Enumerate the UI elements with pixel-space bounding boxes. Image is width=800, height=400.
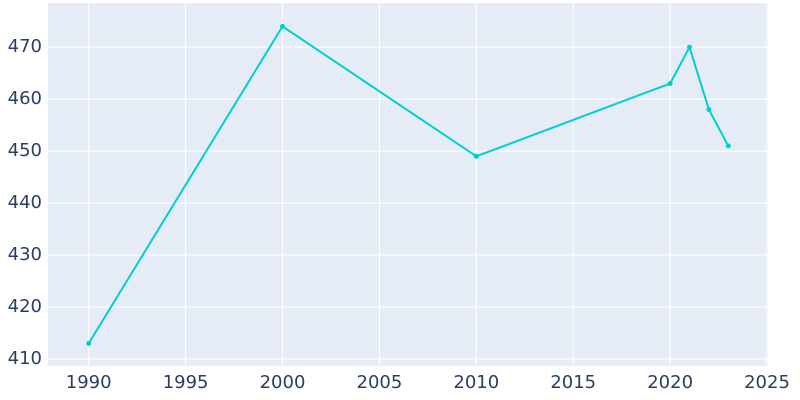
- plot-area: [48, 3, 768, 366]
- point: [706, 107, 712, 113]
- point: [280, 23, 286, 29]
- y-tick-label: 450: [8, 140, 42, 161]
- x-tick-label: 2010: [453, 372, 499, 393]
- x-tick-label: 1995: [163, 372, 209, 393]
- point: [667, 81, 673, 87]
- y-tick-label: 430: [8, 244, 42, 265]
- point: [473, 153, 479, 159]
- y-tick-label: 470: [8, 36, 42, 57]
- y-tick-label: 440: [8, 192, 42, 213]
- x-tick-label: 2025: [744, 372, 790, 393]
- y-tick-label: 410: [8, 348, 42, 369]
- x-tick-label: 2000: [260, 372, 306, 393]
- x-tick-label: 2020: [647, 372, 693, 393]
- point: [725, 143, 731, 149]
- y-tick-label: 420: [8, 296, 42, 317]
- x-tick-label: 2015: [550, 372, 596, 393]
- y-tick-label: 460: [8, 88, 42, 109]
- x-tick-label: 2005: [357, 372, 403, 393]
- point: [86, 340, 92, 346]
- point: [687, 44, 693, 50]
- x-tick-label: 1990: [66, 372, 112, 393]
